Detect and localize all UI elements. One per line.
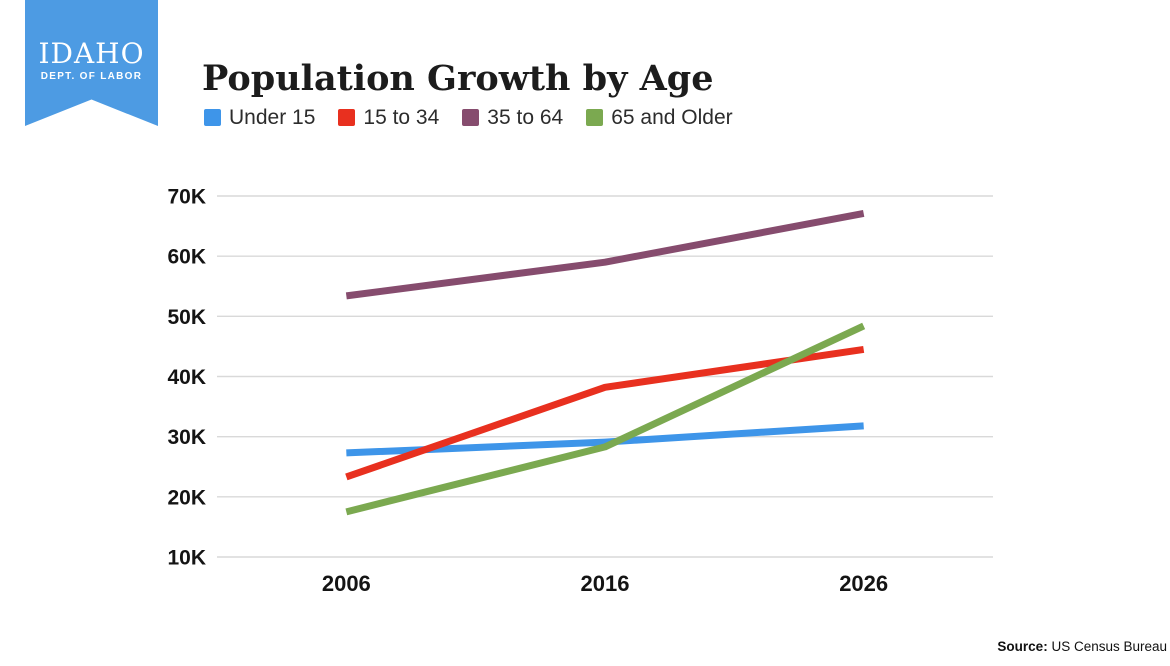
y-tick-label: 70K [167, 186, 206, 209]
source-label: Source: [997, 639, 1048, 654]
legend-swatch-65-and-older [586, 109, 604, 126]
legend-label: 35 to 64 [487, 106, 564, 129]
legend-item-35-to-64: 35 to 64 [462, 107, 563, 128]
y-tick-label: 30K [167, 426, 206, 449]
legend-item-under-15: Under 15 [204, 107, 315, 128]
x-tick-label-2016: 2016 [581, 571, 630, 596]
logo-dept-text: DEPT. OF LABOR [40, 71, 143, 82]
legend-swatch-under-15 [204, 109, 221, 126]
y-tick-label: 10K [167, 547, 206, 570]
legend-label: Under 15 [229, 106, 316, 129]
y-tick-label: 50K [167, 306, 206, 329]
series-line-35-to-64 [345, 210, 865, 300]
x-tick-label-2006: 2006 [322, 571, 371, 596]
source-note: Source: US Census Bureau [997, 639, 1167, 654]
chart-legend: Under 15 15 to 34 35 to 64 65 and Older [204, 107, 733, 128]
x-tick-label-2026: 2026 [839, 571, 888, 596]
legend-item-15-to-34: 15 to 34 [338, 107, 439, 128]
legend-label: 65 and Older [611, 106, 733, 129]
y-tick-label: 20K [167, 486, 206, 509]
legend-item-65-and-older: 65 and Older [586, 106, 733, 129]
y-tick-label: 40K [167, 366, 206, 389]
legend-swatch-15-to-34 [338, 109, 356, 126]
chart-title: Population Growth by Age [202, 58, 714, 99]
legend-label: 15 to 34 [363, 106, 440, 129]
source-text: US Census Bureau [1047, 639, 1167, 654]
series-line-65-and-older [345, 322, 866, 516]
legend-swatch-35-to-64 [462, 109, 480, 126]
logo-org-text: IDAHO [38, 37, 145, 70]
series-line-15-to-34 [345, 345, 865, 481]
y-tick-label: 60K [167, 246, 206, 269]
